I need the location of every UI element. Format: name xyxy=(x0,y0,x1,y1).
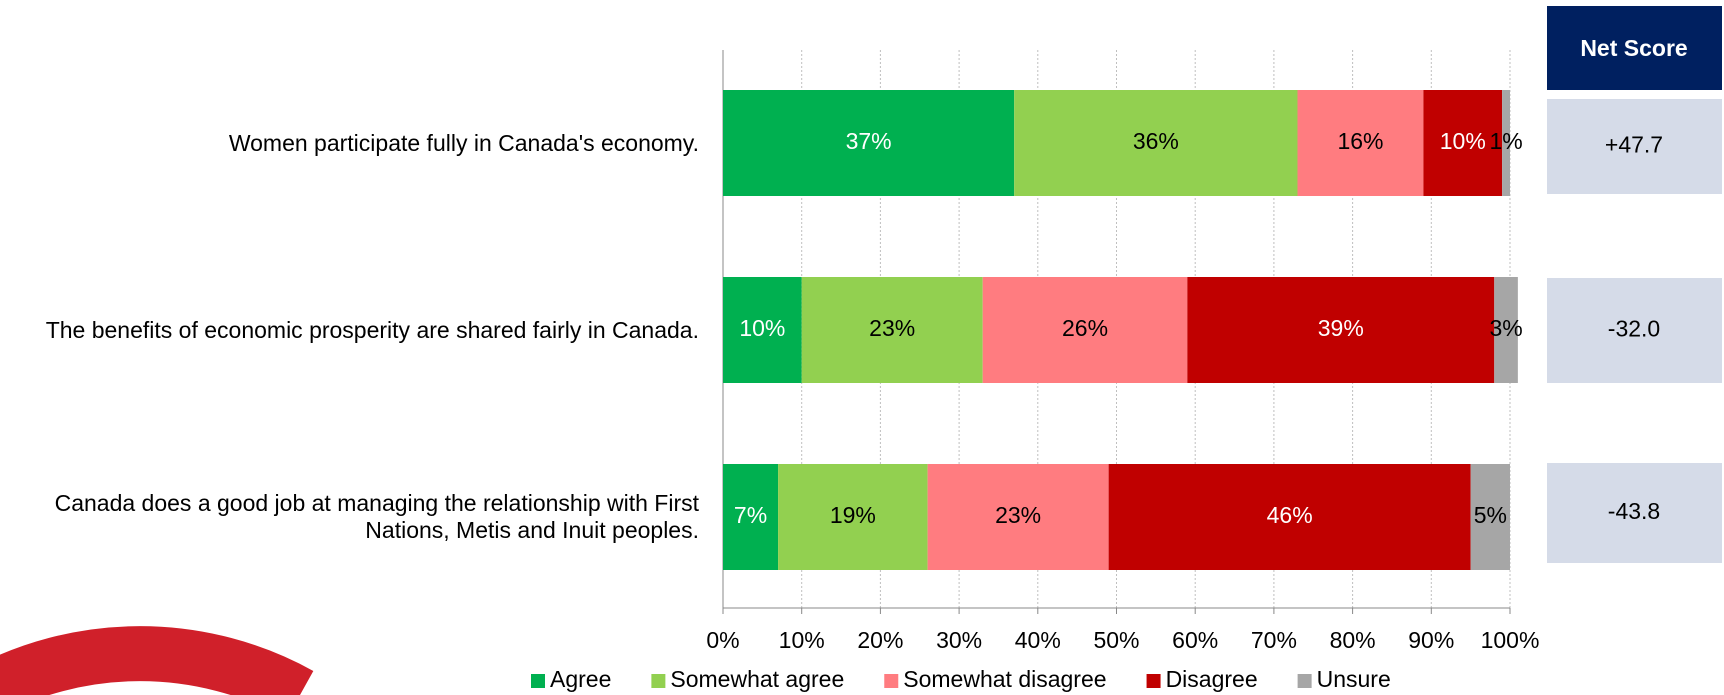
x-tick-label: 70% xyxy=(1251,627,1297,653)
net-score-value: +47.7 xyxy=(1605,132,1663,158)
bar-segment xyxy=(801,277,983,383)
legend-swatch xyxy=(1146,674,1161,688)
x-tick-label: 40% xyxy=(1015,627,1061,653)
x-tick-label: 60% xyxy=(1172,627,1218,653)
legend-swatch xyxy=(651,674,666,688)
data-label: 19% xyxy=(830,502,876,528)
legend-label: Disagree xyxy=(1166,666,1258,692)
bar-segment xyxy=(1187,277,1495,383)
bar-segment xyxy=(1108,464,1471,570)
x-tick-label: 50% xyxy=(1093,627,1139,653)
bar-segment xyxy=(1494,277,1518,383)
data-label: 26% xyxy=(1062,315,1108,341)
bar-segment xyxy=(1502,90,1510,196)
data-label: 39% xyxy=(1318,315,1364,341)
net-score-box xyxy=(1547,99,1722,194)
net-score-box xyxy=(1547,278,1722,383)
legend-label: Somewhat disagree xyxy=(903,666,1106,692)
net-score-value: -32.0 xyxy=(1608,316,1660,342)
legend-swatch xyxy=(884,674,899,688)
bar-segment xyxy=(778,464,928,570)
data-label: 1% xyxy=(1489,128,1522,154)
data-label: 7% xyxy=(734,502,767,528)
x-tick-label: 10% xyxy=(779,627,825,653)
bar-segment xyxy=(1014,90,1298,196)
x-tick-label: 0% xyxy=(706,627,739,653)
data-label: 37% xyxy=(846,128,892,154)
data-label: 23% xyxy=(995,502,1041,528)
x-tick-label: 80% xyxy=(1330,627,1376,653)
x-tick-label: 20% xyxy=(857,627,903,653)
logo-arc xyxy=(0,626,314,695)
bar-segment xyxy=(723,464,779,570)
net-score-header xyxy=(1547,6,1722,90)
category-label: Canada does a good job at managing the r… xyxy=(54,490,699,543)
data-label: 36% xyxy=(1133,128,1179,154)
data-label: 5% xyxy=(1474,502,1507,528)
x-tick-label: 30% xyxy=(936,627,982,653)
bar-segment xyxy=(723,90,1015,196)
bar-segment xyxy=(982,277,1188,383)
bar-segment xyxy=(1470,464,1510,570)
legend-label: Agree xyxy=(550,666,611,692)
category-label: The benefits of economic prosperity are … xyxy=(45,316,699,343)
data-label: 46% xyxy=(1267,502,1313,528)
bar-segment xyxy=(927,464,1109,570)
bar-segment xyxy=(1297,90,1424,196)
data-label: 10% xyxy=(739,315,785,341)
category-label: Women participate fully in Canada's econ… xyxy=(228,129,699,156)
x-tick-label: 100% xyxy=(1481,627,1540,653)
net-score-title: Net Score xyxy=(1580,35,1687,61)
net-score-box xyxy=(1547,463,1722,563)
legend-label: Somewhat agree xyxy=(670,666,844,692)
data-label: 3% xyxy=(1489,315,1522,341)
legend-label: Unsure xyxy=(1317,666,1391,692)
legend-swatch xyxy=(531,674,545,688)
legend-swatch xyxy=(1297,674,1312,688)
x-tick-label: 90% xyxy=(1408,627,1454,653)
bar-segment xyxy=(723,277,802,383)
net-score-value: -43.8 xyxy=(1608,498,1660,524)
data-label: 10% xyxy=(1440,128,1486,154)
bar-segment xyxy=(1423,90,1503,196)
data-label: 16% xyxy=(1337,128,1383,154)
data-label: 23% xyxy=(869,315,915,341)
